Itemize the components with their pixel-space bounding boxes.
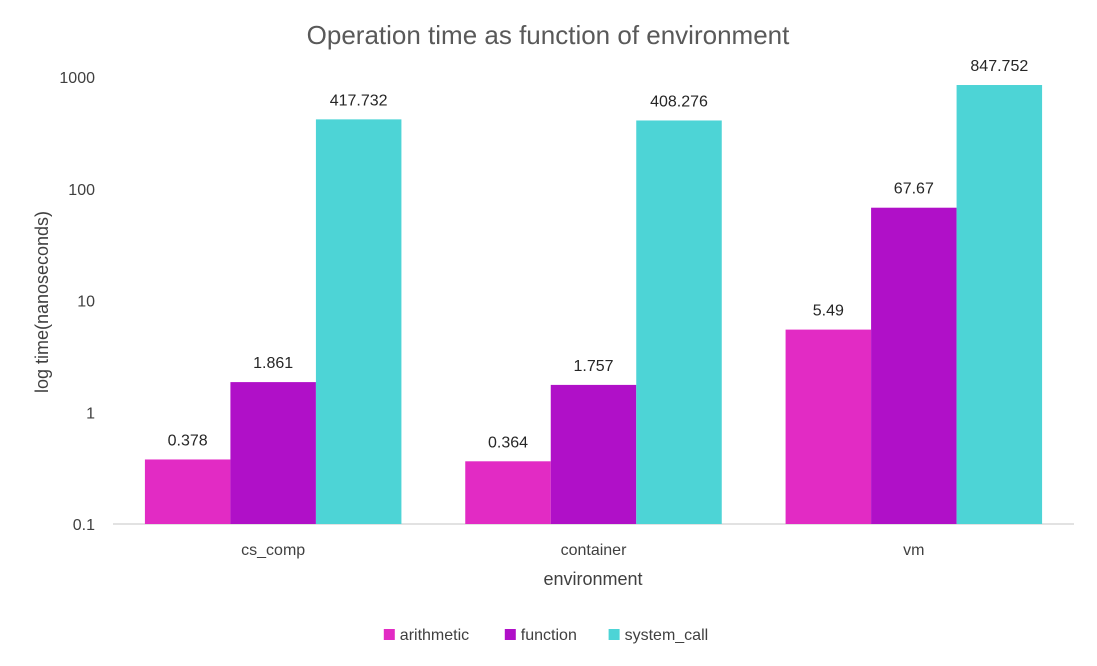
data-label: 0.378 <box>168 432 208 449</box>
y-tick-label: 100 <box>68 182 95 199</box>
bar <box>550 384 637 524</box>
data-label: 847.752 <box>970 58 1028 75</box>
chart-title: Operation time as function of environmen… <box>307 20 790 50</box>
x-tick-label: cs_comp <box>241 542 305 559</box>
y-tick-label: 1 <box>86 405 95 422</box>
legend-swatch <box>504 629 516 640</box>
legend-swatch <box>383 629 395 640</box>
legend-label: function <box>521 627 577 644</box>
bar <box>871 207 957 524</box>
data-label: 0.364 <box>488 434 528 451</box>
y-tick-label: 10 <box>77 294 95 311</box>
y-axis-label: log time(nanoseconds) <box>32 211 52 393</box>
bar <box>465 461 551 524</box>
data-label: 408.276 <box>650 93 708 110</box>
legend: arithmetic function system_call <box>383 627 709 644</box>
legend-label: arithmetic <box>400 627 469 644</box>
x-tick-label: container <box>561 542 627 559</box>
data-label: 1.861 <box>253 355 293 372</box>
data-label: 417.732 <box>330 92 388 109</box>
bar <box>230 382 316 524</box>
x-axis-label: environment <box>543 569 642 589</box>
y-tick-label: 0.1 <box>73 517 95 534</box>
legend-label: system_call <box>625 627 709 644</box>
data-label: 5.49 <box>813 303 844 320</box>
bar <box>636 120 722 525</box>
bar <box>785 329 872 524</box>
y-tick-label: 1000 <box>59 70 95 87</box>
data-label: 67.67 <box>894 181 934 198</box>
legend-swatch <box>608 629 620 640</box>
bar <box>144 459 231 524</box>
x-tick-label: vm <box>903 542 924 559</box>
bar <box>956 85 1043 524</box>
plot-area: 0.1 1 10 100 1000 0.378 1.861 417.732 cs_comp 0.3… <box>59 58 1074 559</box>
bar <box>315 119 402 524</box>
data-label: 1.757 <box>573 358 613 375</box>
